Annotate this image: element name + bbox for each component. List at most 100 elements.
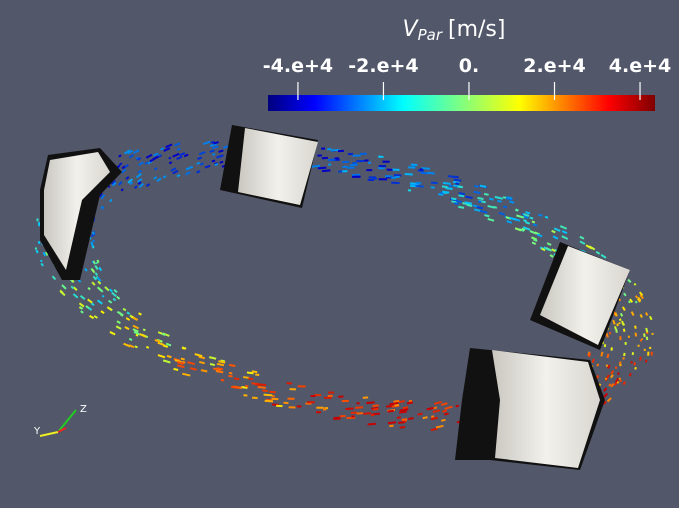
particle: [197, 156, 203, 160]
particle: [211, 159, 216, 163]
particle: [211, 145, 219, 150]
particle: [116, 295, 121, 300]
particle: [168, 161, 173, 165]
particle: [100, 194, 106, 200]
particle: [545, 246, 553, 252]
particle: [614, 377, 620, 384]
particle: [185, 165, 194, 171]
particle: [311, 164, 321, 168]
particle: [228, 371, 233, 375]
particle: [551, 248, 556, 252]
particle: [442, 409, 447, 413]
particle: [194, 353, 203, 358]
particle: [614, 326, 617, 330]
particle: [39, 259, 43, 263]
particle: [185, 171, 191, 176]
particle: [509, 200, 515, 204]
particle: [165, 143, 173, 149]
particle: [187, 361, 196, 366]
particle: [610, 382, 615, 388]
particle: [619, 312, 624, 317]
particle: [200, 369, 208, 373]
particle: [219, 160, 224, 164]
particle: [269, 390, 276, 394]
particle: [529, 216, 534, 220]
particle: [232, 385, 240, 389]
particle: [182, 360, 186, 364]
particle: [98, 192, 103, 198]
particle: [137, 169, 142, 174]
particle: [45, 251, 49, 256]
particle: [456, 199, 463, 203]
particle: [516, 214, 525, 219]
particle: [615, 328, 618, 333]
particle: [621, 320, 625, 326]
particle: [94, 264, 99, 270]
particle: [137, 178, 143, 183]
particle: [98, 266, 103, 272]
particle: [145, 183, 151, 188]
particle: [618, 361, 622, 366]
particle: [156, 177, 162, 182]
particle: [623, 292, 627, 297]
particle: [257, 386, 266, 389]
title-symbol: V: [403, 17, 420, 42]
particle: [649, 315, 653, 321]
particle: [157, 341, 165, 347]
particle: [189, 367, 197, 371]
particle: [367, 422, 376, 426]
particle: [406, 401, 414, 405]
particle: [619, 379, 623, 383]
title-unit: [m/s]: [448, 17, 505, 42]
particle: [621, 306, 626, 312]
particle: [408, 399, 413, 403]
particle: [604, 377, 608, 381]
axes-triad: Y Z: [33, 404, 87, 437]
particle: [162, 359, 171, 364]
particle: [109, 331, 116, 336]
particle: [505, 197, 513, 201]
particle: [123, 149, 131, 155]
colorbar-gradient: [268, 95, 655, 111]
particle: [432, 409, 441, 413]
particle: [355, 406, 364, 409]
particle: [132, 328, 139, 333]
particle: [453, 178, 462, 182]
particle: [401, 418, 408, 421]
particle: [372, 404, 379, 407]
particle: [70, 285, 75, 290]
particle: [629, 298, 634, 303]
particle: [35, 249, 39, 254]
particle: [634, 325, 637, 329]
particle: [639, 294, 644, 300]
particle: [541, 247, 546, 252]
particle: [607, 364, 611, 369]
particle: [389, 424, 394, 428]
particle: [372, 408, 379, 411]
particle: [544, 215, 549, 219]
particle: [51, 275, 57, 281]
title-subscript: Par: [418, 26, 443, 44]
particle: [243, 376, 250, 379]
particle: [462, 202, 468, 206]
particle: [120, 188, 124, 192]
particle: [180, 357, 185, 361]
particle: [118, 154, 122, 158]
particle: [149, 157, 156, 163]
particle: [600, 351, 604, 357]
particle: [458, 194, 465, 198]
particle: [638, 291, 644, 297]
particle: [108, 299, 113, 304]
particle: [116, 310, 124, 317]
particle: [606, 353, 610, 359]
particle: [137, 181, 142, 185]
particle: [34, 247, 38, 250]
particle: [168, 156, 172, 160]
particle: [93, 315, 98, 319]
particle: [591, 358, 595, 364]
particle: [442, 190, 450, 194]
particle: [422, 416, 428, 420]
particle: [466, 203, 473, 207]
particle: [115, 325, 122, 330]
particle: [579, 240, 586, 245]
